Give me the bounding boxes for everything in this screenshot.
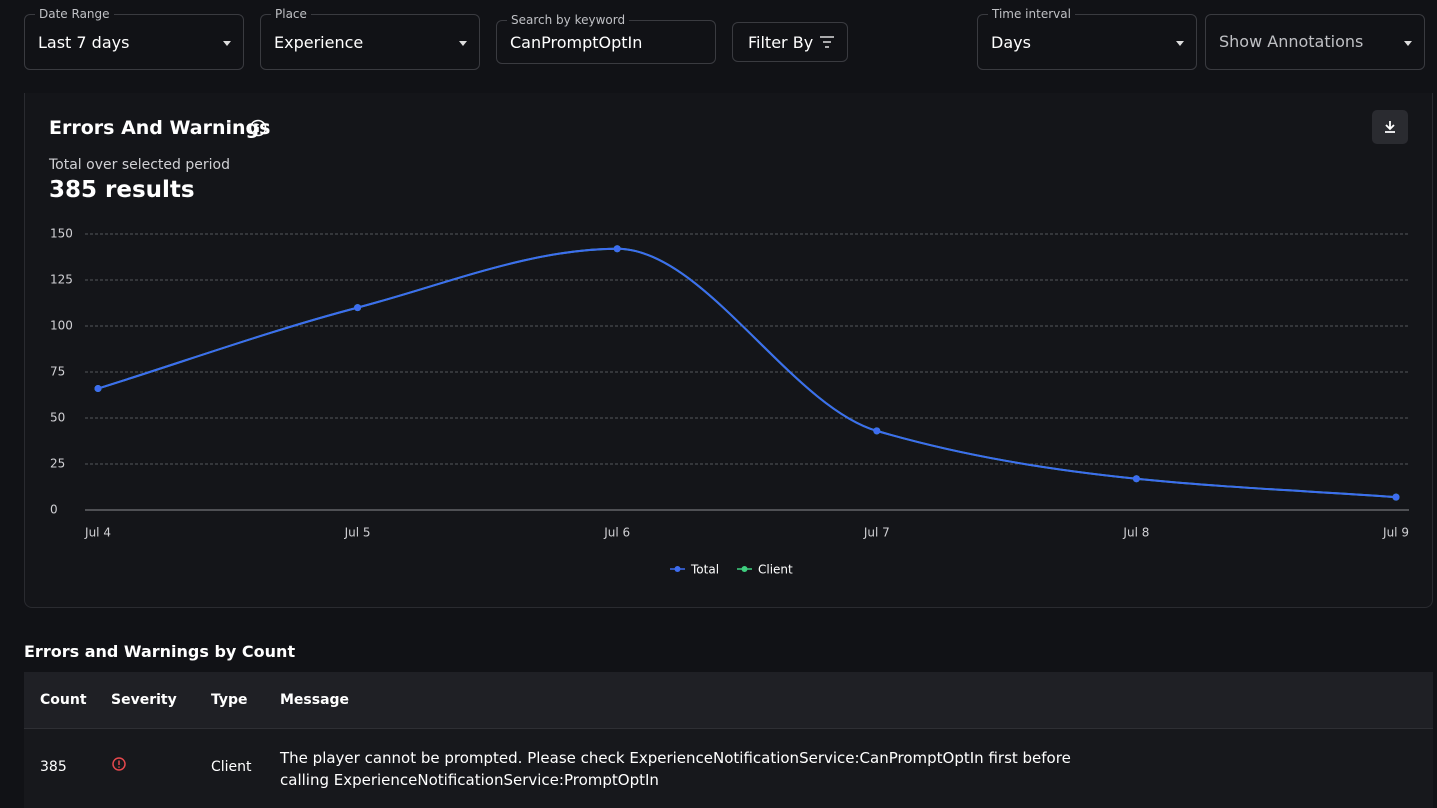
- chart-panel: Errors And Warnings Total over selected …: [24, 93, 1433, 608]
- series-line: [97, 247, 1397, 499]
- x-tick-label: Jul 9: [1382, 526, 1409, 540]
- field-value: Experience: [274, 33, 364, 52]
- data-point: [613, 245, 621, 253]
- caret: [1176, 41, 1184, 46]
- caret: [223, 41, 231, 46]
- panel-title: Errors And Warnings: [49, 117, 271, 139]
- field-label: Time interval: [988, 7, 1075, 21]
- caret: [1404, 41, 1412, 46]
- legend-label: Client: [758, 563, 793, 577]
- series-line: [97, 247, 1397, 499]
- data-point: [873, 427, 881, 435]
- total-results: 385 results: [49, 177, 195, 203]
- download-icon: [1385, 121, 1395, 133]
- table-title: Errors and Warnings by Count: [24, 642, 296, 661]
- x-tick-label: Jul 8: [1122, 526, 1149, 540]
- y-tick-label: 100: [50, 319, 73, 333]
- field-label: Search by keyword: [507, 13, 630, 27]
- column-header: Message: [280, 692, 350, 708]
- field-value: Last 7 days: [38, 33, 130, 52]
- y-tick-label: 150: [50, 227, 73, 241]
- legend-marker: [741, 566, 748, 572]
- y-tick-label: 75: [50, 365, 65, 379]
- y-tick-label: 0: [50, 503, 58, 517]
- caret: [459, 41, 467, 46]
- chart: 0 25 50 75 100 125 150 Jul 4 Jul 5 Jul 6 Jul 7 Jul …: [50, 227, 1409, 577]
- table: Count Severity Type Message 385 Client T…: [24, 672, 1433, 808]
- column-header: Severity: [111, 692, 177, 708]
- info-icon[interactable]: [249, 119, 267, 137]
- data-point: [1132, 475, 1140, 483]
- x-tick-label: Jul 5: [344, 526, 371, 540]
- field-value: CanPromptOptIn: [510, 33, 643, 52]
- filter-icon: [820, 36, 834, 48]
- table-row[interactable]: 385 Client The player cannot be prompted…: [24, 729, 1433, 808]
- data-point: [1392, 493, 1400, 501]
- place-select[interactable]: Place Experience: [260, 7, 480, 70]
- y-tick-label: 50: [50, 411, 65, 425]
- filter-button[interactable]: Filter By: [732, 22, 848, 62]
- field-value: Show Annotations: [1219, 32, 1364, 51]
- legend-label: Total: [690, 563, 719, 577]
- keyword-search[interactable]: Search by keyword CanPromptOptIn: [496, 13, 716, 64]
- field-value: Days: [991, 33, 1031, 52]
- data-point: [354, 304, 362, 312]
- data-point: [94, 385, 102, 393]
- download-button[interactable]: [1372, 110, 1408, 144]
- count-cell: 385: [40, 759, 67, 775]
- column-header: Type: [211, 692, 248, 708]
- column-header: Count: [40, 692, 87, 708]
- x-tick-label: Jul 7: [863, 526, 890, 540]
- severity-error-icon: [112, 757, 126, 771]
- date-range-select[interactable]: Date Range Last 7 days: [24, 7, 244, 70]
- y-tick-label: 25: [50, 457, 65, 471]
- x-tick-label: Jul 4: [84, 526, 111, 540]
- type-cell: Client: [211, 759, 252, 775]
- legend-marker: [674, 566, 681, 572]
- field-label: Date Range: [35, 7, 114, 21]
- y-tick-label: 125: [50, 273, 73, 287]
- annotations-select[interactable]: Show Annotations: [1205, 14, 1425, 70]
- panel-subtitle: Total over selected period: [49, 157, 230, 173]
- field-label: Place: [271, 7, 311, 21]
- table-header: Count Severity Type Message: [24, 672, 1433, 729]
- time-interval-select[interactable]: Time interval Days: [977, 7, 1197, 70]
- x-tick-label: Jul 6: [603, 526, 630, 540]
- message-cell: The player cannot be prompted. Please ch…: [280, 749, 1071, 789]
- button-label: Filter By: [748, 33, 814, 52]
